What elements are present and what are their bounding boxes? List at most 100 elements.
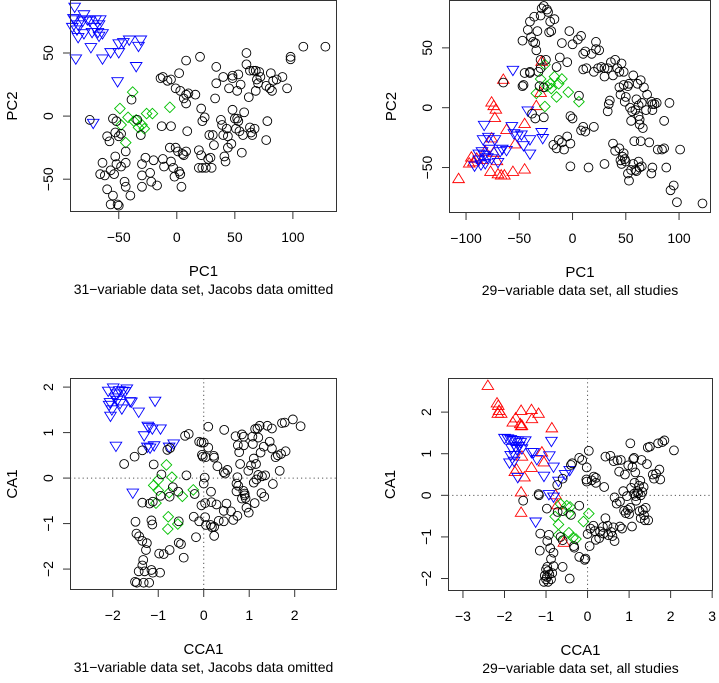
x-tick-label: −50	[107, 229, 131, 245]
point-group-black-circle	[629, 136, 640, 147]
point-group-black-circle	[654, 464, 665, 475]
point-group-blue-down-triangle	[507, 129, 521, 140]
point-group-black-circle	[116, 128, 126, 139]
point-group-black-circle	[243, 92, 254, 103]
point-group-black-circle	[219, 425, 230, 435]
point-group-black-circle	[282, 83, 292, 94]
point-group-green-diamond	[113, 102, 126, 115]
point-group-black-circle	[641, 105, 651, 115]
point-group-blue-down-triangle	[504, 443, 519, 455]
point-group-black-circle	[181, 146, 191, 157]
point-group-red-up-triangle	[509, 411, 523, 423]
point-group-black-circle	[211, 499, 222, 510]
point-group-black-circle	[164, 545, 175, 555]
point-group-blue-down-triangle	[478, 159, 492, 170]
point-group-black-circle	[110, 127, 121, 138]
point-group-black-circle	[637, 505, 648, 515]
point-group-green-diamond	[163, 486, 176, 499]
point-group-black-circle	[653, 438, 664, 449]
point-group-black-circle	[634, 480, 644, 491]
point-group-black-circle	[622, 491, 632, 501]
plot-frame	[449, 0, 711, 213]
point-group-blue-down-triangle	[542, 490, 556, 501]
point-group-black-circle	[173, 486, 184, 497]
point-group-black-circle	[220, 156, 231, 167]
point-group-black-circle	[567, 113, 578, 124]
point-group-black-circle	[531, 45, 542, 56]
point-group-blue-down-triangle	[132, 407, 146, 419]
point-group-black-circle	[288, 414, 298, 425]
point-group-black-circle	[197, 162, 208, 173]
point-group-red-up-triangle	[487, 99, 501, 111]
y-axis-title: CA1	[4, 469, 21, 498]
point-group-green-diamond	[160, 458, 173, 471]
point-group-blue-down-triangle	[544, 436, 559, 448]
point-group-black-circle	[574, 90, 584, 101]
point-group-black-circle	[569, 541, 579, 551]
point-group-black-circle	[535, 528, 546, 539]
point-group-black-circle	[229, 113, 240, 124]
point-group-black-circle	[203, 442, 214, 453]
point-group-blue-down-triangle	[92, 20, 106, 32]
point-group-black-circle	[554, 52, 565, 63]
point-group-red-up-triangle	[524, 461, 539, 472]
point-group-black-circle	[152, 180, 162, 191]
y-tick-label: −1	[40, 515, 56, 531]
point-group-black-circle	[661, 162, 672, 173]
point-group-red-up-triangle	[531, 407, 546, 418]
point-group-black-circle	[131, 528, 142, 539]
y-tick-label: 50	[419, 40, 435, 56]
point-group-blue-down-triangle	[493, 147, 507, 158]
point-group-black-circle	[235, 79, 246, 90]
point-group-black-circle	[233, 69, 244, 80]
point-group-black-circle	[261, 135, 272, 145]
point-group-black-circle	[199, 472, 210, 483]
point-group-blue-down-triangle	[167, 439, 181, 451]
point-group-black-circle	[645, 441, 655, 452]
point-group-black-circle	[182, 126, 193, 137]
point-group-red-up-triangle	[483, 165, 498, 176]
point-group-black-circle	[578, 121, 589, 132]
point-group-black-circle	[211, 62, 222, 72]
point-group-black-circle	[162, 445, 173, 455]
point-group-blue-down-triangle	[521, 106, 535, 118]
point-group-black-circle	[602, 106, 613, 117]
point-group-black-circle	[557, 506, 568, 516]
point-group-black-circle	[213, 515, 224, 526]
point-group-black-circle	[223, 142, 233, 153]
panel-caption: 29−variable data set, all studies	[482, 660, 679, 676]
point-group-black-circle	[148, 155, 159, 166]
point-group-blue-down-triangle	[70, 25, 84, 37]
point-group-blue-down-triangle	[536, 134, 550, 145]
point-group-black-circle	[565, 161, 576, 172]
point-group-black-circle	[277, 72, 288, 82]
point-group-black-circle	[129, 451, 140, 462]
point-group-green-diamond	[187, 483, 200, 496]
point-group-black-circle	[519, 68, 530, 78]
point-group-black-circle	[176, 539, 186, 549]
point-group-red-up-triangle	[494, 407, 508, 418]
point-group-black-circle	[567, 39, 578, 50]
point-group-black-circle	[629, 488, 639, 499]
point-group-black-circle	[232, 113, 243, 124]
point-group-red-up-triangle	[518, 117, 532, 129]
point-group-black-circle	[105, 165, 116, 176]
x-tick-label: 2	[667, 608, 675, 624]
point-group-blue-down-triangle	[118, 387, 132, 398]
point-group-black-circle	[237, 429, 247, 440]
point-group-black-circle	[119, 459, 129, 469]
x-axis-title: CCA1	[560, 642, 600, 659]
point-group-black-circle	[669, 445, 679, 456]
point-group-black-circle	[267, 443, 277, 454]
point-group-green-diamond	[544, 77, 557, 90]
point-group-black-circle	[109, 169, 119, 179]
point-group-green-diamond	[126, 86, 139, 99]
point-group-green-diamond	[554, 498, 567, 510]
point-group-black-circle	[633, 156, 644, 167]
point-group-blue-down-triangle	[515, 444, 529, 455]
point-group-black-circle	[126, 94, 137, 105]
point-group-black-circle	[232, 472, 243, 483]
point-group-black-circle	[164, 491, 175, 502]
